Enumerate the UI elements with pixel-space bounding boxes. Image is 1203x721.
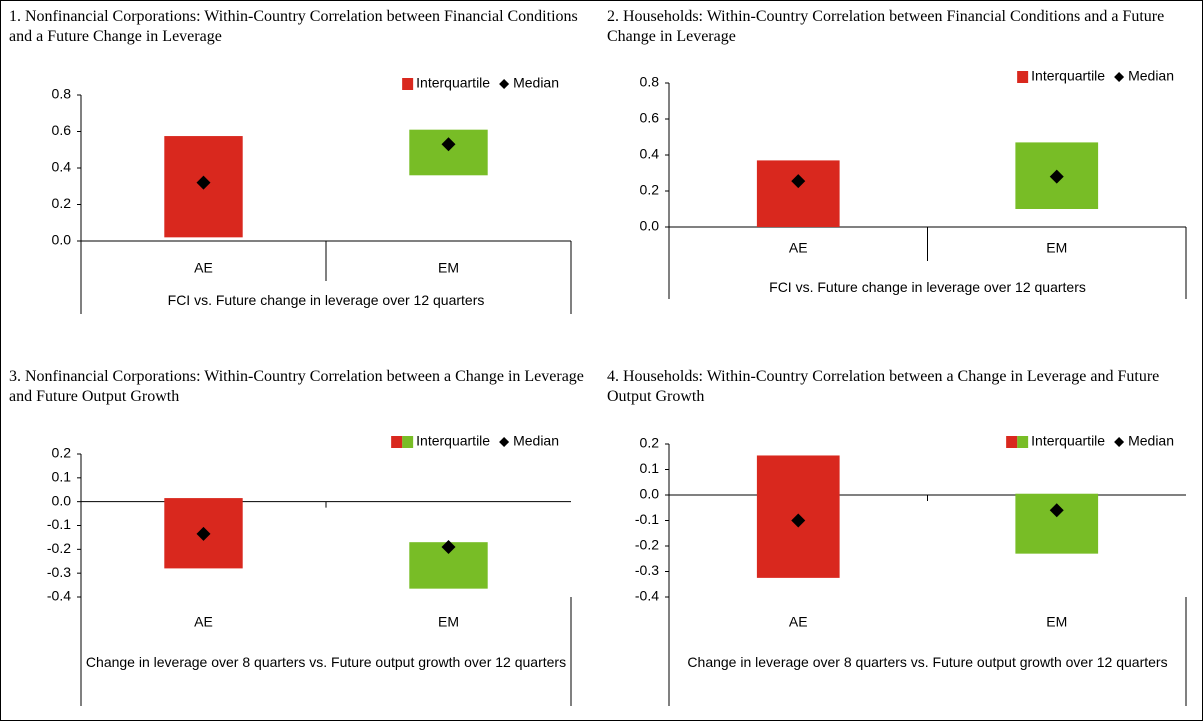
y-tick-label: -0.3 [47, 564, 71, 580]
x-tick-label: EM [1046, 240, 1067, 256]
chart-title: 4. Households: Within-Country Correlatio… [607, 368, 1160, 405]
y-tick-label: 0.8 [52, 86, 72, 102]
median-marker [196, 526, 211, 541]
median-marker [1049, 169, 1064, 184]
y-tick-label: 0.0 [52, 232, 72, 248]
interquartile-bar [756, 160, 840, 227]
y-tick-label: 0.8 [640, 74, 660, 90]
y-tick-label: -0.4 [47, 588, 71, 604]
x-axis-label: Change in leverage over 8 quarters vs. F… [687, 654, 1168, 670]
y-tick-label: 0.0 [52, 492, 72, 508]
y-tick-label: 0.6 [640, 110, 660, 126]
y-tick-label: 0.1 [640, 460, 660, 476]
x-tick-label: AE [194, 260, 213, 276]
x-axis-label: FCI vs. Future change in leverage over 1… [769, 279, 1086, 295]
legend-marker [499, 79, 510, 89]
y-tick-label: 0.4 [52, 159, 72, 175]
legend-swatch [1006, 436, 1018, 448]
median-marker [1049, 503, 1064, 518]
x-tick-label: EM [1046, 614, 1067, 630]
legend-label: Interquartile [416, 75, 490, 91]
y-tick-label: 0.2 [640, 182, 660, 198]
y-tick-label: 0.4 [640, 146, 660, 162]
x-axis-label: Change in leverage over 8 quarters vs. F… [85, 654, 567, 670]
y-tick-label: -0.4 [635, 588, 659, 604]
legend-label: Median [513, 75, 559, 91]
y-tick-label: 0.0 [640, 486, 660, 502]
y-tick-label: 0.2 [640, 435, 660, 451]
legend-marker [1114, 437, 1125, 447]
legend-label: Interquartile [1031, 68, 1105, 84]
x-tick-label: EM [438, 614, 459, 630]
median-marker [441, 539, 456, 554]
legend-label: Median [1128, 68, 1174, 84]
y-tick-label: -0.2 [47, 540, 71, 556]
y-tick-label: 0.0 [640, 218, 660, 234]
median-marker [791, 513, 806, 528]
y-tick-label: 0.1 [52, 469, 72, 485]
y-tick-label: -0.1 [47, 516, 71, 532]
chart-title: 1. Nonfinancial Corporations: Within-Cou… [9, 8, 578, 45]
legend-marker [1114, 72, 1125, 82]
legend-swatch [1017, 436, 1029, 448]
legend-marker [499, 437, 510, 447]
median-marker [196, 175, 211, 190]
x-tick-label: AE [789, 240, 808, 256]
y-tick-label: -0.2 [635, 537, 659, 553]
legend-swatch [402, 78, 414, 90]
legend-label: Interquartile [1031, 433, 1105, 449]
y-tick-label: 0.2 [52, 195, 72, 211]
y-tick-label: 0.6 [52, 122, 72, 138]
y-tick-label: -0.1 [635, 511, 659, 527]
legend-label: Median [513, 433, 559, 449]
chart-title: 3. Nonfinancial Corporations: Within-Cou… [9, 368, 584, 405]
median-marker [441, 137, 456, 152]
legend-swatch [1017, 71, 1029, 83]
legend-label: Median [1128, 433, 1174, 449]
legend-swatch [391, 436, 403, 448]
y-tick-label: 0.2 [52, 445, 72, 461]
median-marker [791, 174, 806, 189]
x-tick-label: EM [438, 260, 459, 276]
interquartile-bar [409, 129, 488, 176]
y-tick-label: -0.3 [635, 562, 659, 578]
interquartile-bar [1015, 493, 1099, 554]
chart-title: 2. Households: Within-Country Correlatio… [607, 8, 1165, 45]
x-tick-label: AE [194, 614, 213, 630]
legend-label: Interquartile [416, 433, 490, 449]
x-axis-label: FCI vs. Future change in leverage over 1… [167, 292, 485, 308]
x-tick-label: AE [789, 614, 808, 630]
legend-swatch [402, 436, 414, 448]
